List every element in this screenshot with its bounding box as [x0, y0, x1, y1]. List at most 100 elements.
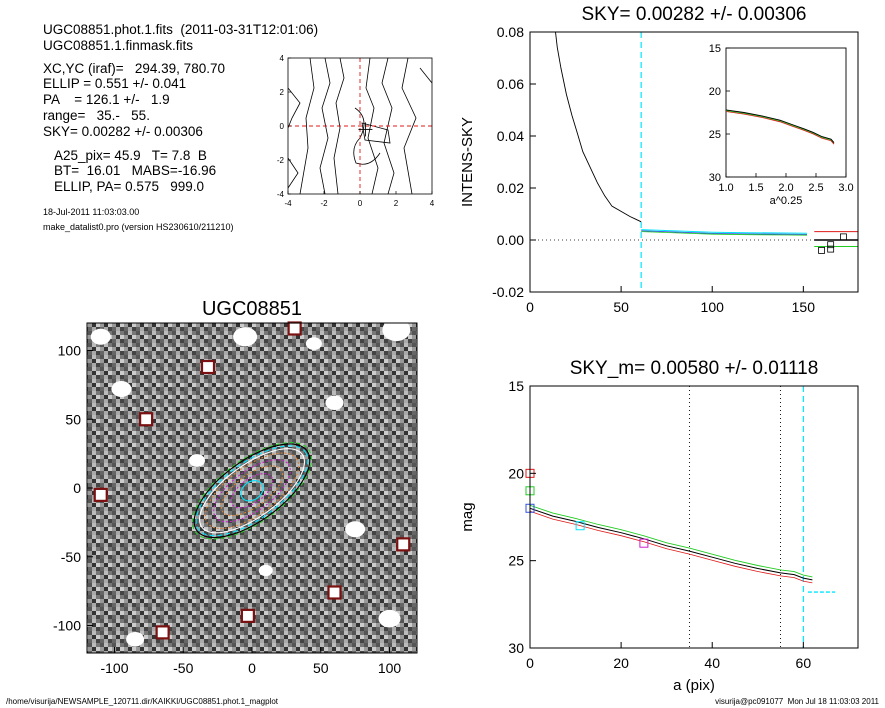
footer-user-timestamp: visurija@pc091077 Mon Jul 18 11:03:03 20…	[715, 697, 879, 706]
sky-point	[818, 246, 825, 254]
footer-path: /home/visurija/NEWSAMPLE_120711.dir/KAIK…	[6, 697, 278, 706]
sky-point	[827, 241, 835, 249]
contour-line	[333, 58, 345, 194]
mag-xtick-label: 20	[613, 655, 629, 671]
sky-ytick-label: 0.08	[497, 24, 524, 40]
contour-line	[353, 107, 381, 165]
image-mask-blob	[90, 328, 111, 345]
sky-plot-area	[530, 32, 858, 292]
sky-ytick-label: -0.02	[492, 284, 524, 300]
image-xtick-label: 0	[248, 660, 256, 676]
image-ytick-label: -100	[53, 618, 81, 634]
image-mask-blob	[233, 327, 258, 347]
image-mask-blob	[258, 564, 273, 577]
galaxy-image-chart: UGC08851 -100 -50 0 50 100 100 50 0 -50 -100	[53, 298, 418, 676]
mag-profile-red	[529, 510, 813, 584]
mag-xtick-label: 60	[796, 655, 812, 671]
sky-point	[827, 245, 835, 253]
sky-ylabel: INTENS-SKY	[459, 117, 476, 207]
image-ytick-label: 0	[73, 480, 81, 496]
mag-square-marker	[639, 538, 649, 548]
inset-xtick-label: 1.0	[718, 182, 733, 194]
sky-xtick-label: 150	[792, 299, 816, 315]
header-pa-line: PA = 126.1 +/- 1.9	[43, 92, 170, 107]
sky-ytick-label: 0.00	[497, 232, 524, 248]
inset-ytick-label: 25	[709, 129, 721, 141]
sky-ytick-label: 0.04	[497, 128, 524, 144]
mag-ytick-label: 30	[508, 640, 524, 656]
contour-ytick-label: -4	[277, 190, 285, 199]
header-program-line: make_datalist0.pro (version HS230610/211…	[43, 222, 234, 232]
sky-profile-line	[555, 32, 642, 223]
image-xtick-label: 100	[378, 660, 402, 676]
image-background	[87, 323, 417, 653]
contour-chart: -4 -2 0 2 4 4 2 0 -2 -4	[277, 54, 435, 208]
galaxy-isophote	[195, 445, 309, 537]
header-sky-line: SKY= 0.00282 +/- 0.00306	[43, 124, 203, 139]
contour-line	[361, 122, 391, 144]
contour-line	[288, 157, 299, 189]
image-xtick-label: -100	[100, 660, 128, 676]
sky-tail-blue	[641, 230, 808, 235]
contour-xtick-label: -4	[284, 199, 292, 208]
header-mask-line: UGC08851.1.finmask.fits	[43, 38, 194, 53]
image-xtick-label: -50	[173, 660, 193, 676]
inset-xtick-label: 2.5	[808, 182, 823, 194]
contour-ytick-label: 4	[280, 54, 285, 63]
sky-tail-cyan	[641, 229, 808, 234]
header-ellip-pa-line: ELLIP, PA= 0.575 999.0	[54, 179, 204, 194]
mag-xtick-label: 40	[704, 655, 720, 671]
masked-star-marker	[200, 359, 216, 375]
masked-star-marker	[139, 412, 154, 427]
masked-star-marker	[396, 537, 411, 552]
image-title: UGC08851	[202, 298, 302, 320]
galaxy-isophote	[240, 480, 264, 502]
header-date-line: 18-Jul-2011 11:03:03.00	[43, 207, 140, 217]
contour-line	[419, 67, 432, 84]
header-ellip-line: ELLIP = 0.551 +/- 0.041	[43, 76, 187, 91]
mag-frame	[529, 385, 859, 649]
image-mask-blob	[325, 395, 344, 410]
sky-point	[840, 233, 847, 241]
image-ytick-label: -50	[61, 549, 81, 565]
mag-ytick-label: 25	[508, 553, 524, 569]
mag-profile-black	[529, 507, 813, 581]
galaxy-isophote	[199, 448, 305, 534]
contour-line	[401, 58, 417, 194]
mag-ylabel: mag	[459, 502, 476, 531]
inset-xtick-label: 2.0	[778, 182, 793, 194]
galaxy-isophotes	[191, 442, 313, 540]
contour-xtick-label: 2	[394, 199, 399, 208]
sky-tail-green	[641, 231, 808, 236]
contour-ytick-label: 0	[280, 122, 285, 131]
image-mask-blob	[378, 609, 401, 628]
header-a25-line: A25_pix= 45.9 T= 7.8 B	[54, 148, 207, 163]
masked-star-marker	[287, 321, 302, 336]
mag-ytick-label: 15	[508, 378, 524, 394]
mag-xlabel: a (pix)	[673, 677, 715, 694]
image-mask-blob	[382, 318, 411, 342]
contour-line	[288, 87, 301, 129]
contour-ytick-label: 2	[280, 88, 285, 97]
masked-star-marker	[93, 487, 108, 502]
galaxy-isophote	[220, 465, 284, 517]
sky-xtick-label: 100	[701, 299, 725, 315]
inset-ytick-label: 20	[709, 86, 721, 98]
image-ytick-label: 50	[65, 411, 81, 427]
inset-xtick-label: 3.0	[838, 182, 853, 194]
image-mask-blob	[305, 337, 322, 351]
inset-curve-black	[725, 109, 835, 143]
mag-title: SKY_m= 0.00580 +/- 0.01118	[570, 358, 819, 379]
galaxy-isophote	[204, 452, 300, 530]
image-mask-blob	[189, 454, 205, 467]
mag-square-marker	[575, 521, 585, 531]
inset-ytick-label: 30	[709, 172, 721, 184]
sky-frame	[529, 31, 859, 293]
contour-ytick-label: -2	[277, 156, 285, 165]
mag-xtick-label: 0	[526, 655, 534, 671]
contour-line	[299, 58, 315, 194]
galaxy-isophote	[230, 473, 274, 509]
sky-xtick-label: 50	[613, 299, 629, 315]
masked-star-marker	[240, 608, 255, 623]
